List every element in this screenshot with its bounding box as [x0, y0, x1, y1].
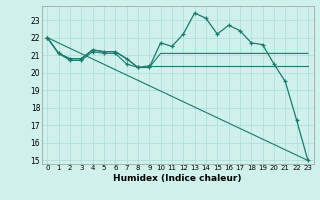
X-axis label: Humidex (Indice chaleur): Humidex (Indice chaleur) — [113, 174, 242, 183]
